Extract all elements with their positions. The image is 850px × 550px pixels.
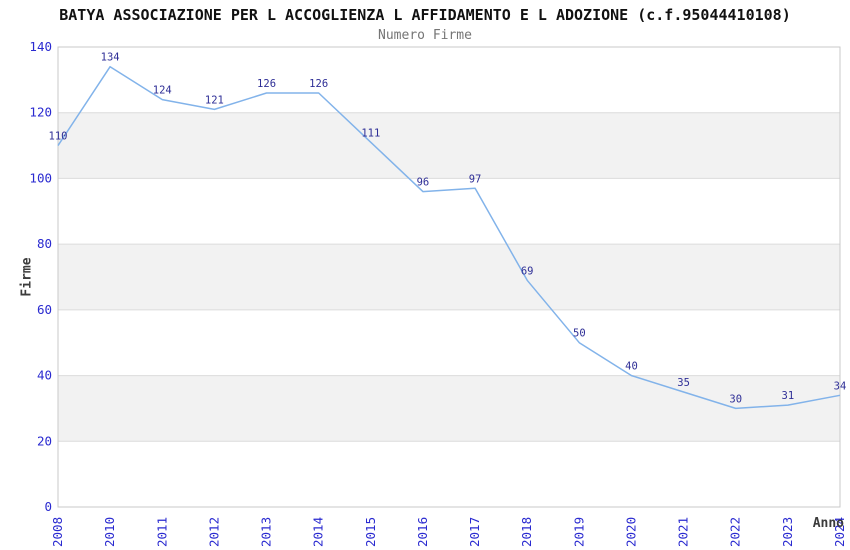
x-tick-label: 2014 [311,517,326,547]
y-tick-label: 120 [29,105,52,120]
series-line [57,65,841,410]
chart-subtitle: Numero Firme [378,28,472,43]
x-tick-label: 2018 [519,517,534,547]
data-point-label: 124 [153,85,172,97]
y-tick-label: 80 [37,236,52,251]
data-point-label: 40 [625,361,638,373]
y-tick-label: 40 [37,368,52,383]
chart-title: BATYA ASSOCIAZIONE PER L ACCOGLIENZA L A… [59,6,791,24]
x-tick-label: 2008 [50,517,65,547]
y-tick-label: 100 [29,170,52,185]
y-tick-label: 60 [37,302,52,317]
x-tick-label: 2022 [728,517,743,547]
data-point-label: 126 [309,78,328,90]
data-point-label: 69 [521,265,534,277]
data-point-label: 121 [205,94,224,106]
x-tick-label: 2020 [623,517,638,547]
data-point-label: 50 [573,328,586,340]
y-tick-label: 20 [37,433,52,448]
plot-border [57,46,841,508]
plot-band [58,244,840,310]
y-tick-label: 0 [44,499,52,514]
x-tick-label: 2015 [363,517,378,547]
data-point-label: 126 [257,78,276,90]
x-tick-label: 2012 [206,517,221,547]
data-point-label: 34 [834,380,847,392]
data-point-label: 96 [417,177,430,189]
x-tick-label: 2024 [832,517,847,547]
x-tick-label: 2017 [467,517,482,547]
x-tick-label: 2013 [259,517,274,547]
data-point-label: 111 [361,127,380,139]
data-point-label: 134 [101,52,120,64]
x-tick-label: 2021 [676,517,691,547]
plot-band [58,112,840,179]
data-point-label: 35 [677,377,690,389]
x-tick-label: 2016 [415,517,430,547]
x-axis-title: Anno [812,516,844,531]
x-tick-label: 2011 [154,517,169,547]
data-point-label: 30 [729,393,742,405]
data-point-label: 110 [49,131,68,143]
data-point-label: 97 [469,173,482,185]
x-tick-label: 2019 [571,517,586,547]
x-tick-label: 2023 [780,517,795,547]
x-tick-label: 2010 [102,517,117,547]
data-point-label: 31 [782,390,795,402]
plot-band [58,375,840,442]
y-tick-label: 140 [29,39,52,54]
